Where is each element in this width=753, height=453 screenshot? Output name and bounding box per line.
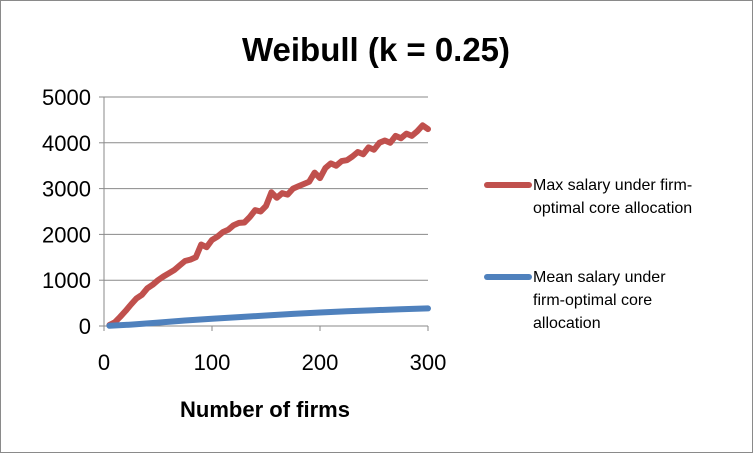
y-tick-labels: 0 1000 2000 3000 4000 5000 bbox=[42, 85, 91, 339]
series-lines bbox=[106, 122, 431, 329]
series-line-1 bbox=[106, 305, 431, 329]
legend-label-line: Max salary under firm- bbox=[533, 177, 692, 194]
y-tick-label-1: 1000 bbox=[42, 268, 91, 293]
x-tick-label-0: 0 bbox=[98, 350, 110, 375]
y-tick-label-4: 4000 bbox=[42, 131, 91, 156]
grid-lines bbox=[104, 96, 428, 281]
x-tick-labels: 0 100 200 300 bbox=[98, 350, 446, 375]
axes bbox=[99, 96, 429, 331]
x-axis-title: Number of firms bbox=[180, 397, 350, 422]
legend: Max salary under firm-optimal core alloc… bbox=[484, 177, 692, 332]
legend-label-line: allocation bbox=[533, 315, 601, 332]
x-tick-label-1: 100 bbox=[194, 350, 231, 375]
chart-title: Weibull (k = 0.25) bbox=[242, 31, 510, 68]
x-tick-label-3: 300 bbox=[410, 350, 447, 375]
y-tick-label-0: 0 bbox=[79, 314, 91, 339]
legend-label-line: firm-optimal core bbox=[533, 292, 652, 309]
x-tick-label-2: 200 bbox=[302, 350, 339, 375]
y-tick-label-3: 3000 bbox=[42, 177, 91, 202]
y-tick-label-2: 2000 bbox=[42, 222, 91, 247]
legend-item-0: Max salary under firm-optimal core alloc… bbox=[484, 177, 692, 217]
series-line-0 bbox=[106, 122, 431, 329]
legend-label-line: Mean salary under bbox=[533, 269, 666, 286]
y-tick-label-5: 5000 bbox=[42, 85, 91, 110]
legend-label-line: optimal core allocation bbox=[533, 200, 692, 217]
legend-label-0: Max salary under firm-optimal core alloc… bbox=[533, 177, 692, 217]
legend-item-1: Mean salary under firm-optimal core alloca… bbox=[484, 269, 666, 332]
legend-label-1: Mean salary under firm-optimal core alloca… bbox=[533, 269, 666, 332]
